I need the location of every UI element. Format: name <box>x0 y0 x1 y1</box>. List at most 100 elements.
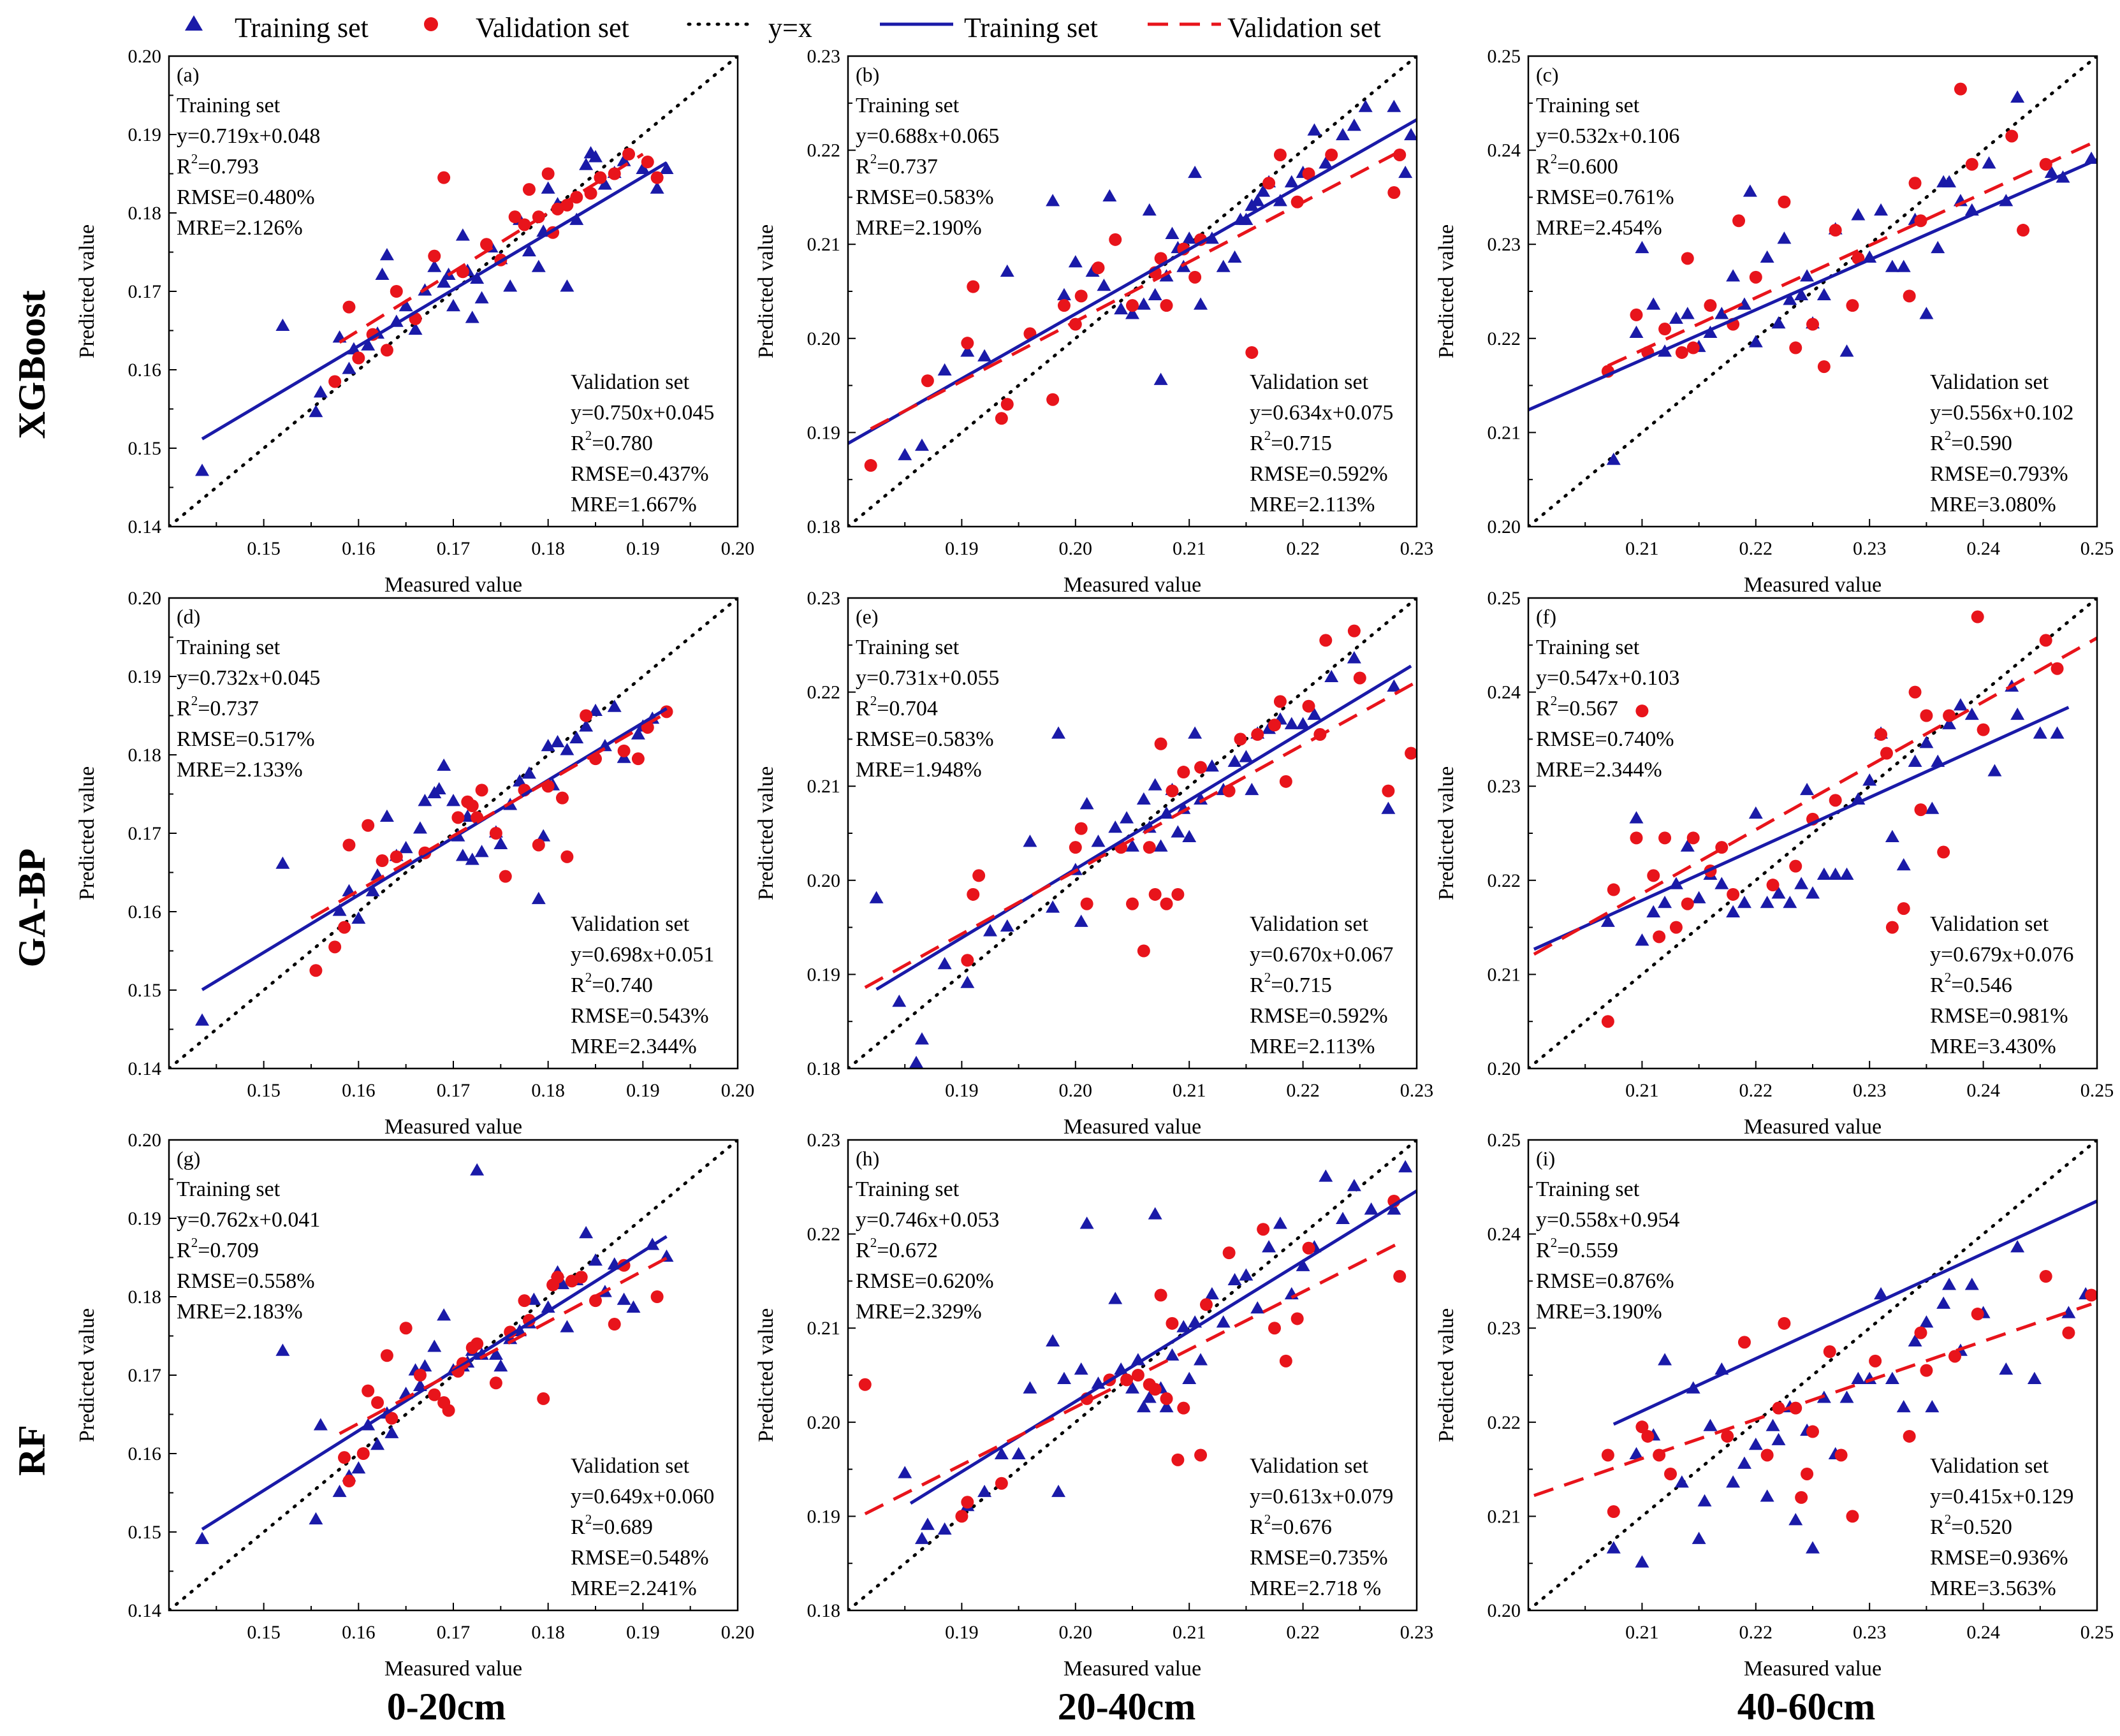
training-point <box>1153 839 1168 852</box>
validation-point <box>1160 299 1173 312</box>
training-point <box>1629 325 1644 339</box>
training-point <box>1046 194 1060 207</box>
validation-point <box>1057 299 1071 312</box>
training-point <box>1136 297 1151 310</box>
panel-label: (b) <box>856 63 879 86</box>
x-tick-label: 0.24 <box>1966 538 2000 559</box>
training-point <box>1097 278 1111 291</box>
validation-stats-line: RMSE=0.735% <box>1250 1546 1388 1570</box>
validation-stats-line: R2=0.740 <box>571 970 653 997</box>
training-point <box>1324 669 1339 683</box>
legend-label-training-fit: Training set <box>964 12 1098 43</box>
validation-fit-line <box>864 1241 1401 1515</box>
training-fit-line <box>1612 1199 2097 1426</box>
validation-stats-line: RMSE=0.936% <box>1930 1546 2068 1570</box>
validation-point <box>1766 879 1780 892</box>
validation-point <box>1279 775 1292 788</box>
training-point <box>1925 801 1940 814</box>
validation-point <box>342 1475 356 1488</box>
x-tick-label: 0.16 <box>342 1622 376 1643</box>
validation-point <box>1160 897 1173 910</box>
training-point <box>631 727 645 740</box>
validation-point <box>1727 887 1740 901</box>
training-point <box>1171 825 1185 838</box>
training-stats-line: y=0.731x+0.055 <box>856 666 999 690</box>
training-point <box>332 903 347 916</box>
validation-point <box>1262 177 1276 190</box>
validation-point <box>1686 831 1700 845</box>
y-tick-label: 0.21 <box>807 234 841 255</box>
y-tick-label: 0.19 <box>807 1506 841 1527</box>
validation-point <box>532 838 545 852</box>
validation-stats-line: RMSE=0.592% <box>1250 462 1388 486</box>
x-tick-label: 0.25 <box>2080 538 2114 559</box>
validation-point <box>1795 1491 1808 1504</box>
y-axis-title: Predicted value <box>1435 224 1458 359</box>
validation-point <box>1971 610 1984 624</box>
training-point <box>994 1447 1009 1460</box>
training-point <box>1239 212 1254 225</box>
training-stats-line: y=0.746x+0.053 <box>856 1208 999 1232</box>
training-point <box>1760 250 1774 263</box>
plot-area-e <box>848 598 1417 1069</box>
y-tick-label: 0.17 <box>128 281 162 302</box>
identity-line <box>1528 1140 2097 1610</box>
training-point <box>275 318 290 331</box>
validation-point <box>1903 1429 1916 1443</box>
training-point <box>1165 1348 1180 1361</box>
training-point <box>313 385 328 398</box>
validation-stats-line: MRE=2.241% <box>571 1577 697 1600</box>
training-point <box>1669 311 1683 324</box>
validation-fit-line <box>870 147 1407 430</box>
validation-stats-line: Validation set <box>1930 912 2049 936</box>
validation-point <box>309 964 323 977</box>
training-point <box>351 911 366 924</box>
validation-point <box>385 1411 398 1425</box>
training-stats-line: MRE=2.133% <box>177 758 303 782</box>
y-axis-title: Predicted value <box>754 766 778 901</box>
validation-point <box>518 1294 531 1308</box>
y-tick-label: 0.15 <box>128 438 162 459</box>
training-point <box>1182 1371 1197 1384</box>
training-point <box>1239 1268 1254 1281</box>
validation-point <box>1749 270 1762 284</box>
training-point <box>597 177 612 190</box>
plot-area-c <box>1528 56 2097 527</box>
training-point <box>2033 726 2047 739</box>
training-point <box>1851 1371 1866 1384</box>
x-tick-label: 0.20 <box>721 538 755 559</box>
training-point <box>1964 707 1979 720</box>
y-tick-label: 0.22 <box>807 1224 841 1245</box>
training-point <box>892 995 907 1007</box>
validation-point <box>1954 82 1967 96</box>
training-point <box>1159 1400 1174 1413</box>
validation-point <box>1834 1448 1848 1462</box>
validation-point <box>972 869 986 882</box>
y-tick-label: 0.14 <box>128 516 162 537</box>
y-tick-label: 0.23 <box>807 1130 841 1151</box>
legend-item-validation-fit: Validation set <box>1148 12 1381 43</box>
validation-stats-line: MRE=3.430% <box>1930 1035 2056 1058</box>
training-point <box>1148 778 1162 791</box>
validation-point <box>1789 341 1802 354</box>
validation-point <box>1789 1401 1802 1415</box>
y-tick-label: 0.24 <box>1488 1224 1521 1245</box>
training-point <box>1125 839 1139 852</box>
validation-stats-line: y=0.750x+0.045 <box>571 401 714 425</box>
validation-stats-line: y=0.670x+0.067 <box>1250 943 1393 966</box>
y-tick-label: 0.19 <box>128 1208 162 1229</box>
training-point <box>1953 698 1968 711</box>
identity-line <box>169 56 738 527</box>
validation-stats-line: RMSE=0.592% <box>1250 1004 1388 1028</box>
x-tick-label: 0.20 <box>1059 1080 1093 1101</box>
training-point <box>1336 128 1350 141</box>
training-point <box>1680 839 1695 852</box>
validation-point <box>650 1290 664 1303</box>
training-point <box>1726 905 1741 918</box>
training-point <box>1319 156 1333 169</box>
training-point <box>1125 307 1139 319</box>
training-point <box>432 782 446 794</box>
training-point <box>332 1484 347 1498</box>
validation-stats-line: y=0.698x+0.051 <box>571 943 714 966</box>
training-point <box>1942 175 1957 187</box>
